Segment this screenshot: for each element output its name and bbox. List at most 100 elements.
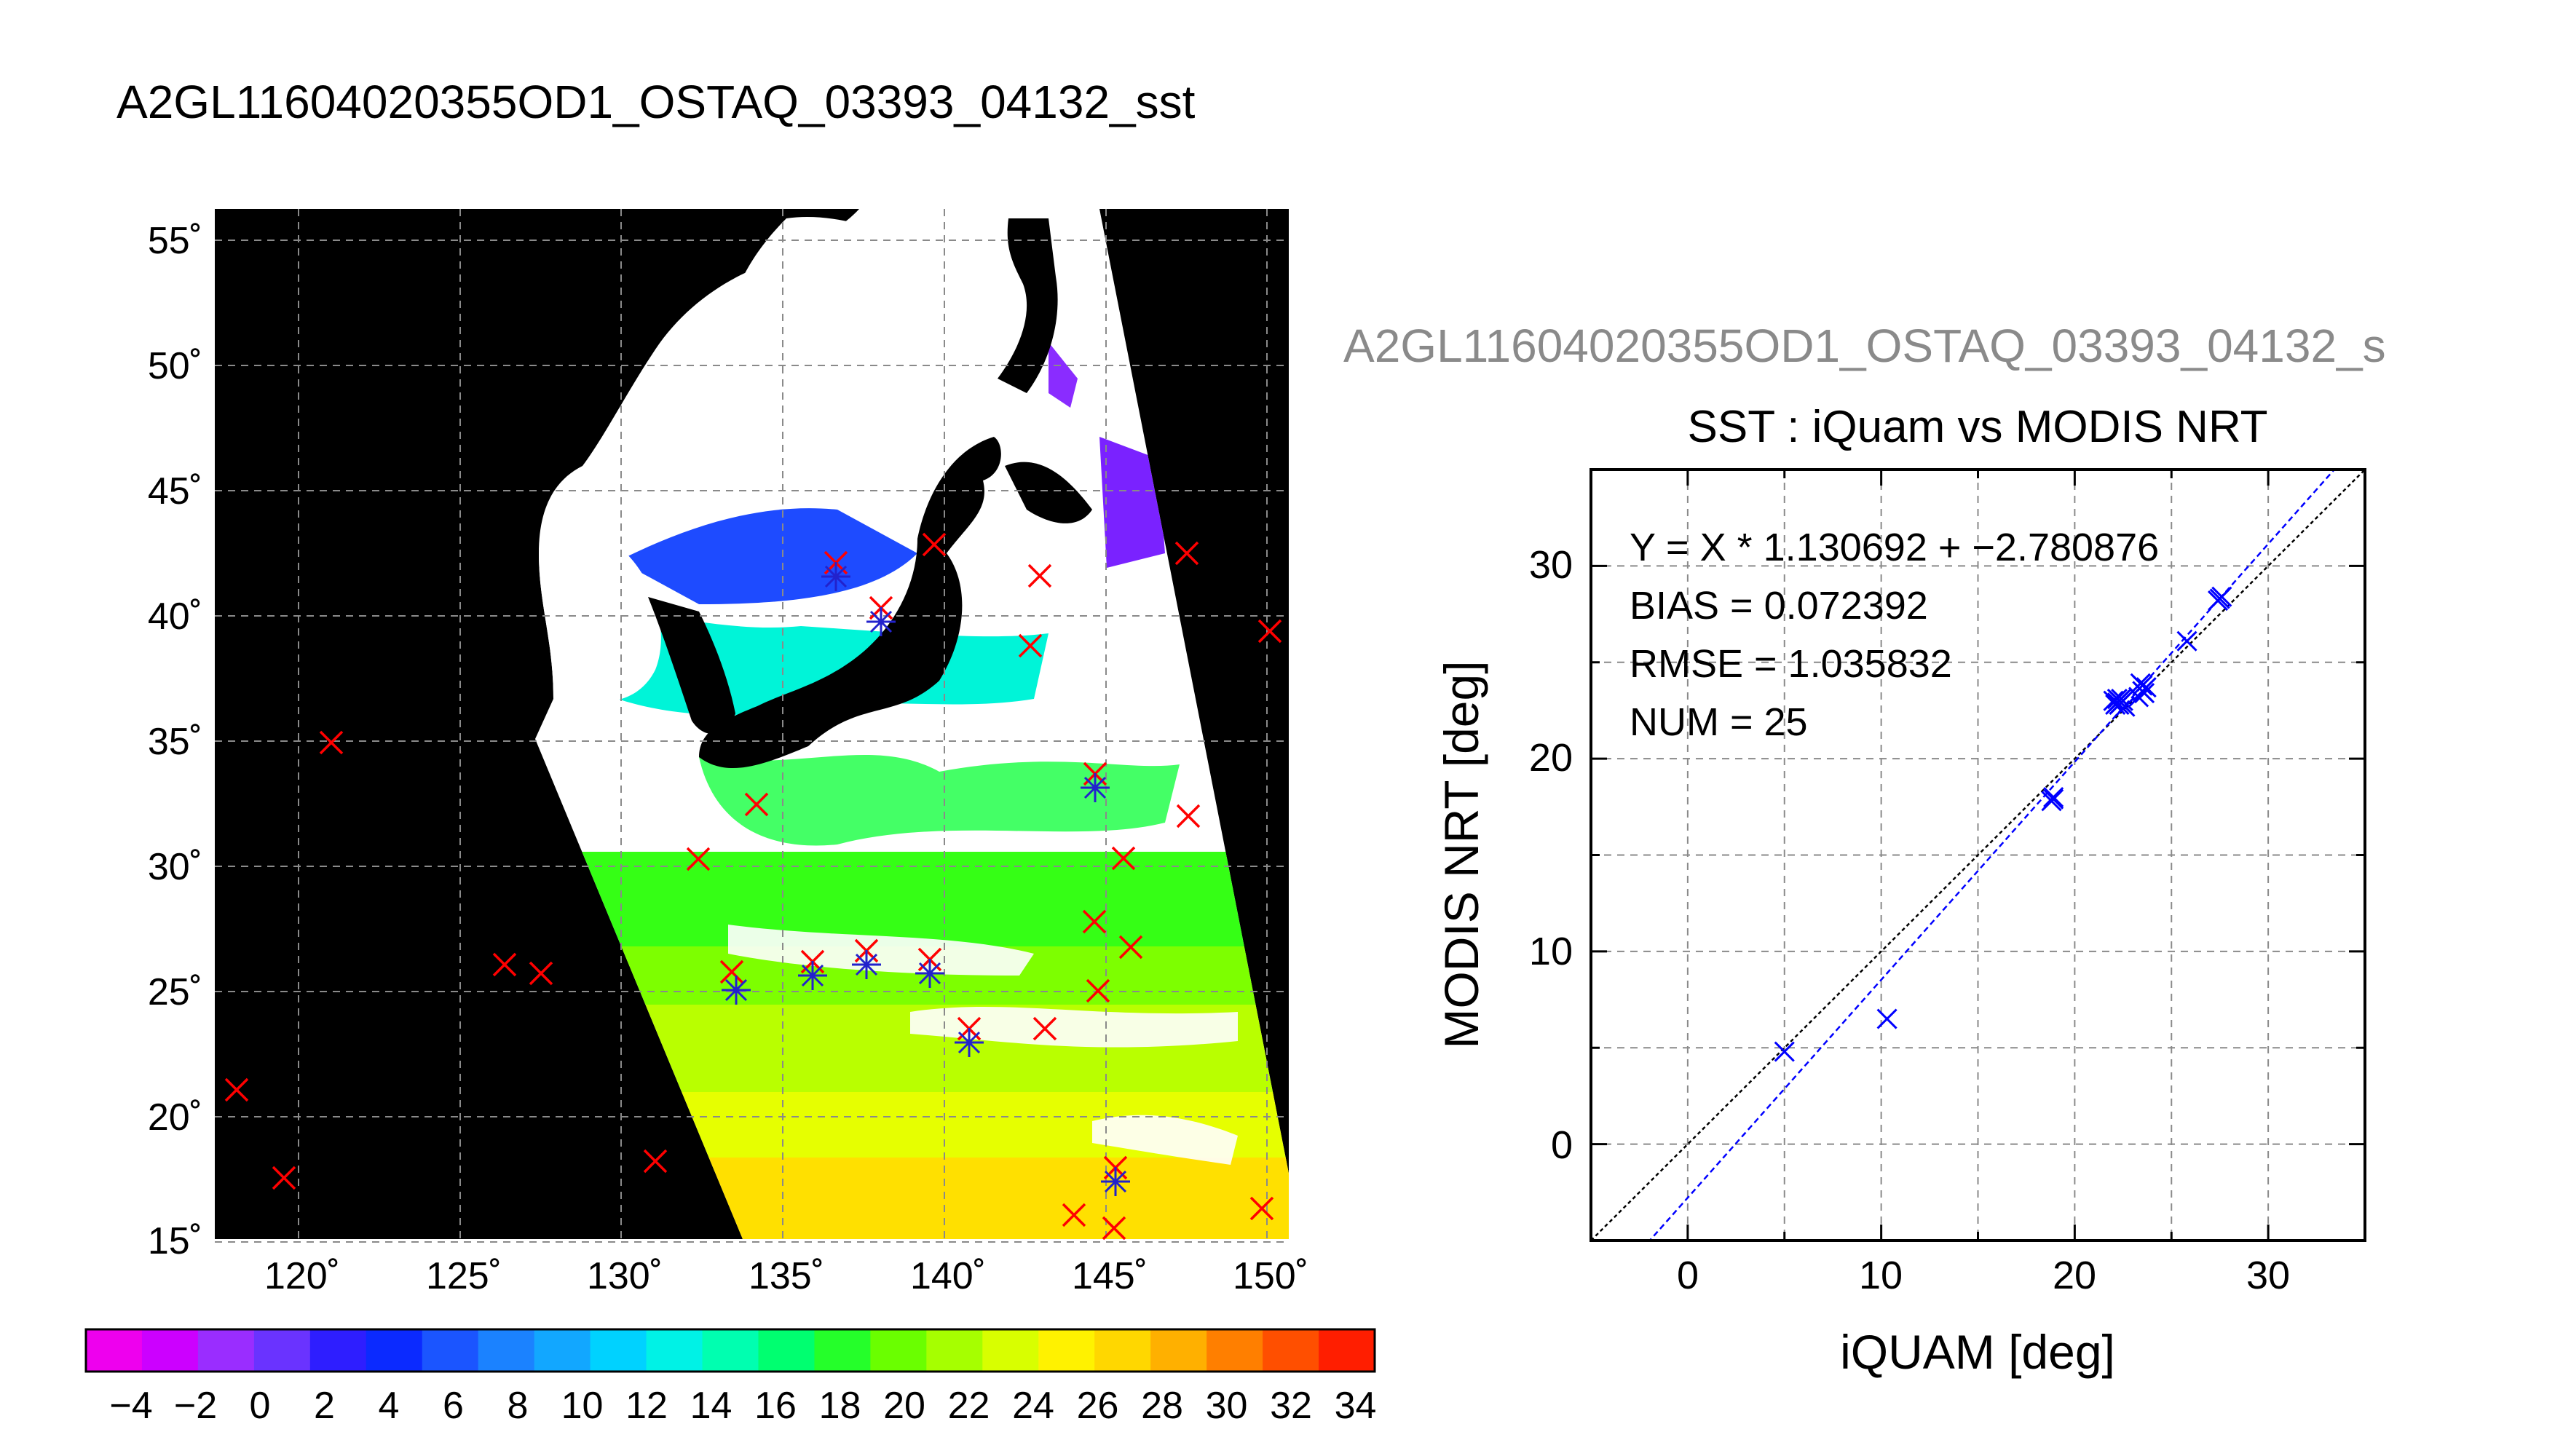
lon-tick-label: 145˚ <box>1072 1255 1148 1297</box>
colorbar-tick-labels: −4 −2 0 2 4 6 8 10 12 14 16 18 20 22 24 26 28 30 32 34 <box>109 1385 1376 1427</box>
lat-tick-label: 20˚ <box>148 1096 202 1139</box>
colorbar-tick-label: 22 <box>948 1385 990 1427</box>
identity-line <box>1591 470 2365 1241</box>
colorbar-tick-label: 6 <box>443 1385 464 1427</box>
colorbar-segment <box>141 1329 199 1372</box>
colorbar-frame <box>84 1328 1376 1373</box>
colorbar-tick-label: 24 <box>1012 1385 1054 1427</box>
x-tick-label: 10 <box>1859 1254 1903 1297</box>
korea-peninsula <box>648 597 735 735</box>
fit-equation: Y = X * 1.130692 + −2.780876 <box>1630 526 2159 569</box>
lon-tick-label: 150˚ <box>1233 1255 1308 1297</box>
scatter-point <box>2109 690 2130 711</box>
colorbar-tick-label: −2 <box>174 1385 217 1427</box>
asian-continent <box>215 209 859 739</box>
colorbar-tick-label: 2 <box>314 1385 335 1427</box>
x-tick-label: 30 <box>2246 1254 2290 1297</box>
lat-tick-label: 35˚ <box>148 721 202 763</box>
colorbar-segment <box>86 1329 143 1372</box>
scatter-point <box>2176 630 2197 652</box>
scatter-title: SST : iQuam vs MODIS NRT <box>1688 402 2268 452</box>
colorbar-tick-label: 4 <box>379 1385 400 1427</box>
scatter-ticks <box>1590 468 2366 1242</box>
y-tick-label: 20 <box>1529 736 1573 780</box>
colorbar-segment <box>366 1329 423 1372</box>
colorbar-tick-label: 26 <box>1077 1385 1119 1427</box>
lon-tick-label: 130˚ <box>587 1255 663 1297</box>
colorbar-tick-label: 16 <box>754 1385 797 1427</box>
scatter-point <box>2211 586 2232 607</box>
colorbar-segment <box>758 1329 816 1372</box>
colorbar-segment <box>1038 1329 1096 1372</box>
lat-tick-label: 15˚ <box>148 1220 202 1262</box>
colorbar-segment <box>702 1329 759 1372</box>
colorbar-tick-label: 12 <box>625 1385 668 1427</box>
y-tick-label: 10 <box>1529 930 1573 973</box>
colorbar-segment <box>1263 1329 1319 1372</box>
scatter-gridlines <box>1591 470 2365 1241</box>
lat-tick-label: 25˚ <box>148 971 202 1013</box>
scatter-point <box>2133 683 2155 704</box>
colorbar-segment <box>814 1329 872 1372</box>
colorbar-tick-label: 14 <box>690 1385 732 1427</box>
colorbar-segment <box>422 1329 479 1372</box>
colorbar-tick-label: −4 <box>109 1385 152 1427</box>
y-axis-label: MODIS NRT [deg] <box>1434 660 1488 1048</box>
scatter-top-title: A2GL11604020355OD1_OSTAQ_03393_04132_s <box>1343 320 2386 372</box>
colorbar-segment <box>590 1329 647 1372</box>
colorbar-tick-label: 30 <box>1206 1385 1248 1427</box>
scatter-point <box>2128 687 2149 708</box>
scatter-point <box>2132 675 2153 696</box>
lat-tick-label: 50˚ <box>148 345 202 387</box>
colorbar-segment <box>478 1329 535 1372</box>
colorbar-segment <box>926 1329 984 1372</box>
y-tick-label: 0 <box>1551 1123 1573 1167</box>
colorbar-tick-label: 32 <box>1270 1385 1312 1427</box>
colorbar-tick-label: 8 <box>508 1385 529 1427</box>
colorbar-segment <box>982 1329 1040 1372</box>
longitude-tick-labels: 120˚ 125˚ 130˚ 135˚ 140˚ 145˚ 150˚ <box>264 1255 1308 1297</box>
sst-colorbar <box>86 1329 1375 1372</box>
colorbar-segment <box>1207 1329 1263 1372</box>
regression-line <box>1648 470 2336 1241</box>
bias-value: BIAS = 0.072392 <box>1630 584 1928 628</box>
lat-tick-label: 55˚ <box>148 220 202 262</box>
manchuria-cloud <box>728 217 932 400</box>
colorbar-segment <box>1094 1329 1151 1372</box>
lon-tick-label: 140˚ <box>910 1255 986 1297</box>
map-gridlines <box>215 209 1289 1243</box>
colorbar-tick-label: 34 <box>1335 1385 1377 1427</box>
scatter-points <box>1774 586 2232 1062</box>
colorbar-segment <box>253 1329 311 1372</box>
colorbar-tick-label: 20 <box>883 1385 925 1427</box>
colorbar-tick-label: 0 <box>250 1385 271 1427</box>
x-tick-label: 20 <box>2053 1254 2096 1297</box>
colorbar-segment <box>309 1329 367 1372</box>
scatter-point <box>1876 1008 1898 1029</box>
lat-tick-label: 30˚ <box>148 846 202 888</box>
latitude-tick-labels: 55˚ 50˚ 45˚ 40˚ 35˚ 30˚ 25˚ 20˚ 15˚ <box>148 220 202 1262</box>
colorbar-segment <box>534 1329 591 1372</box>
sst-map: 55˚ 50˚ 45˚ 40˚ 35˚ 30˚ 25˚ 20˚ 15˚ 120˚… <box>84 209 1376 1427</box>
colorbar-segment <box>197 1329 255 1372</box>
y-tick-label: 30 <box>1529 543 1573 587</box>
scatter-point <box>2103 690 2124 711</box>
lat-tick-label: 40˚ <box>148 596 202 638</box>
scatter-point <box>2136 677 2157 698</box>
colorbar-segment <box>646 1329 703 1372</box>
scatter-x-tick-labels: 0 10 20 30 <box>1677 1254 2290 1297</box>
lon-tick-label: 135˚ <box>749 1255 824 1297</box>
scatter-point <box>2043 787 2064 808</box>
blue-asterisk-markers <box>722 562 1130 1196</box>
num-value: NUM = 25 <box>1630 700 1808 744</box>
colorbar-tick-label: 28 <box>1141 1385 1183 1427</box>
x-tick-label: 0 <box>1677 1254 1699 1297</box>
scatter-point <box>1774 1041 1795 1062</box>
colorbar-segment <box>1150 1329 1207 1372</box>
colorbar-segment <box>1319 1329 1375 1372</box>
colorbar-tick-label: 10 <box>561 1385 604 1427</box>
scatter-panel: A2GL11604020355OD1_OSTAQ_03393_04132_s S… <box>1343 320 2386 1379</box>
colorbar-segment <box>870 1329 928 1372</box>
colorbar-tick-label: 18 <box>819 1385 861 1427</box>
